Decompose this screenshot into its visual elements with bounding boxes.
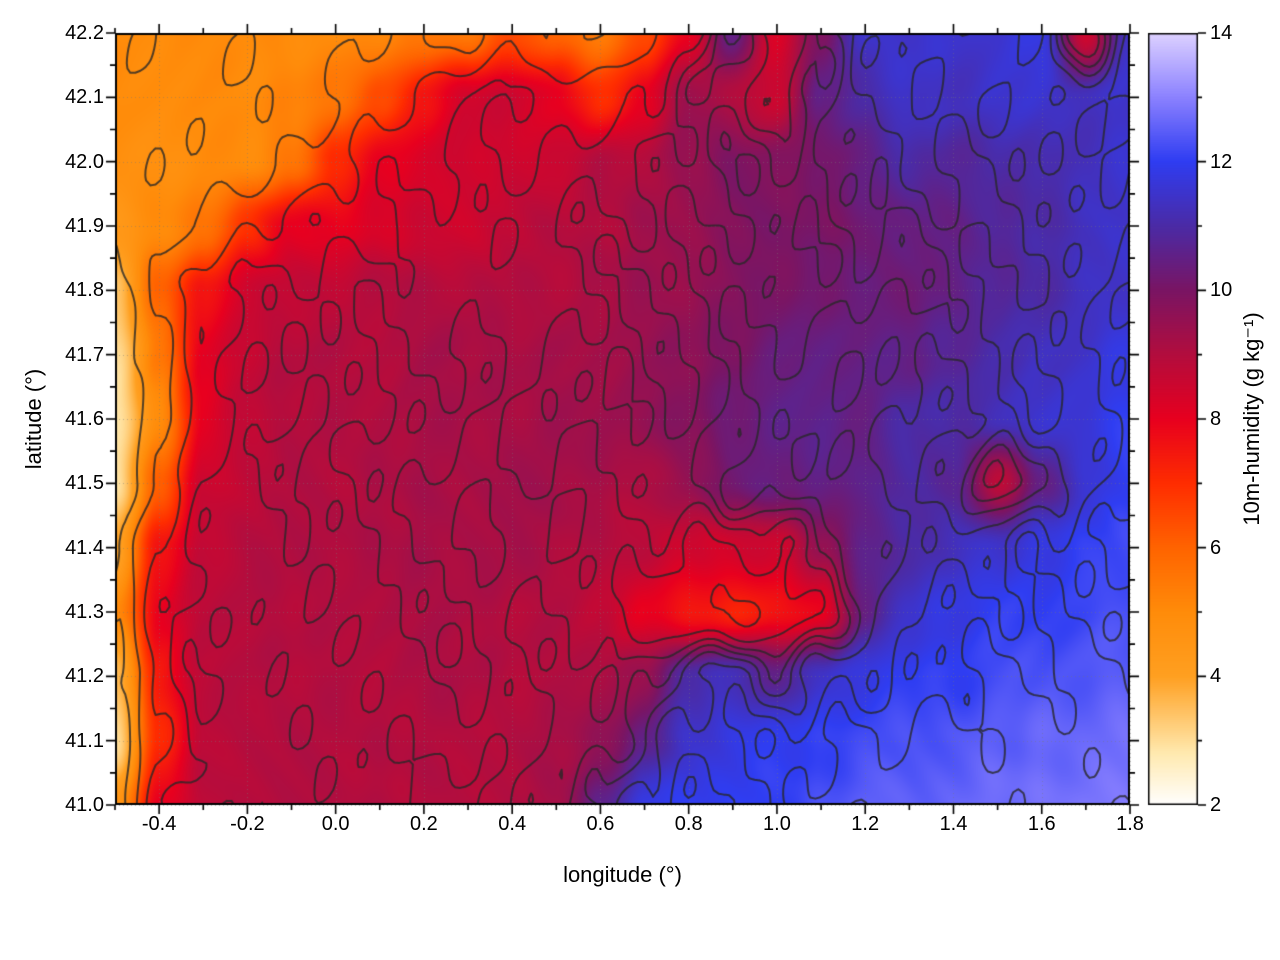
- y-axis-label: latitude (°): [21, 368, 46, 470]
- x-axis-label: longitude (°): [563, 862, 682, 887]
- colorbar-label: 10m-humidity (g kg⁻¹): [1239, 312, 1264, 526]
